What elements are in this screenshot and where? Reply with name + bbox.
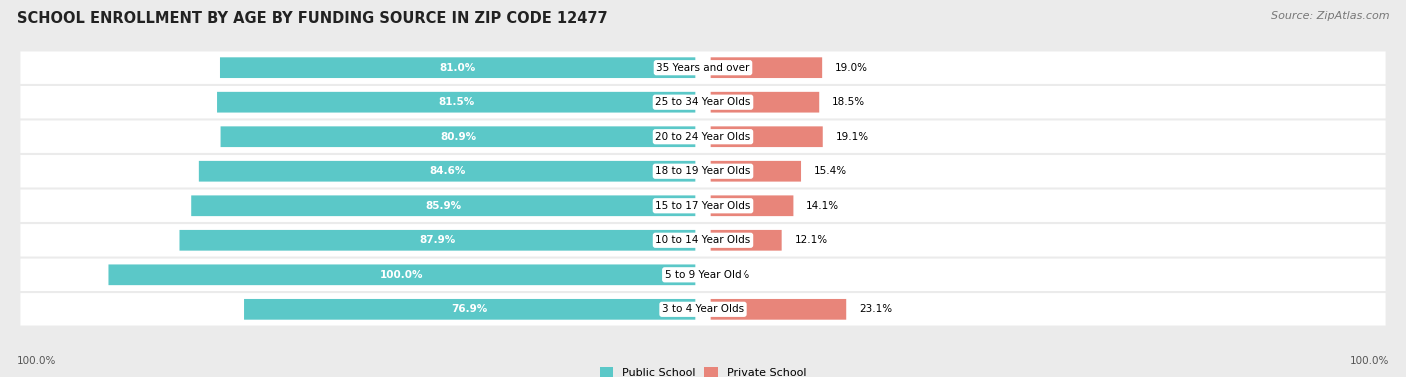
Text: 81.5%: 81.5% [439, 97, 474, 107]
FancyBboxPatch shape [180, 230, 696, 251]
FancyBboxPatch shape [21, 224, 1385, 256]
FancyBboxPatch shape [710, 126, 823, 147]
Text: 19.1%: 19.1% [835, 132, 869, 142]
Text: 25 to 34 Year Olds: 25 to 34 Year Olds [655, 97, 751, 107]
Text: 15.4%: 15.4% [814, 166, 846, 176]
Text: 81.0%: 81.0% [440, 63, 475, 73]
FancyBboxPatch shape [245, 299, 696, 320]
Text: Source: ZipAtlas.com: Source: ZipAtlas.com [1271, 11, 1389, 21]
FancyBboxPatch shape [710, 230, 782, 251]
Text: 23.1%: 23.1% [859, 304, 891, 314]
Text: 10 to 14 Year Olds: 10 to 14 Year Olds [655, 235, 751, 245]
FancyBboxPatch shape [710, 57, 823, 78]
Text: 35 Years and over: 35 Years and over [657, 63, 749, 73]
FancyBboxPatch shape [198, 161, 696, 182]
FancyBboxPatch shape [21, 293, 1385, 326]
Text: 0.0%: 0.0% [724, 270, 749, 280]
Text: 5 to 9 Year Old: 5 to 9 Year Old [665, 270, 741, 280]
FancyBboxPatch shape [217, 92, 696, 113]
FancyBboxPatch shape [108, 264, 696, 285]
Text: 76.9%: 76.9% [451, 304, 488, 314]
FancyBboxPatch shape [21, 155, 1385, 187]
FancyBboxPatch shape [21, 190, 1385, 222]
FancyBboxPatch shape [710, 161, 801, 182]
Text: 84.6%: 84.6% [429, 166, 465, 176]
FancyBboxPatch shape [21, 259, 1385, 291]
Text: SCHOOL ENROLLMENT BY AGE BY FUNDING SOURCE IN ZIP CODE 12477: SCHOOL ENROLLMENT BY AGE BY FUNDING SOUR… [17, 11, 607, 26]
Text: 87.9%: 87.9% [419, 235, 456, 245]
Text: 20 to 24 Year Olds: 20 to 24 Year Olds [655, 132, 751, 142]
Text: 14.1%: 14.1% [806, 201, 839, 211]
Legend: Public School, Private School: Public School, Private School [600, 367, 806, 377]
FancyBboxPatch shape [21, 86, 1385, 118]
FancyBboxPatch shape [191, 195, 696, 216]
Text: 12.1%: 12.1% [794, 235, 828, 245]
Text: 80.9%: 80.9% [440, 132, 477, 142]
FancyBboxPatch shape [21, 51, 1385, 84]
FancyBboxPatch shape [221, 126, 696, 147]
FancyBboxPatch shape [219, 57, 696, 78]
Text: 100.0%: 100.0% [17, 356, 56, 366]
Text: 100.0%: 100.0% [1350, 356, 1389, 366]
FancyBboxPatch shape [21, 121, 1385, 153]
Text: 3 to 4 Year Olds: 3 to 4 Year Olds [662, 304, 744, 314]
Text: 85.9%: 85.9% [425, 201, 461, 211]
Text: 18.5%: 18.5% [832, 97, 865, 107]
Text: 15 to 17 Year Olds: 15 to 17 Year Olds [655, 201, 751, 211]
FancyBboxPatch shape [710, 92, 820, 113]
Text: 19.0%: 19.0% [835, 63, 868, 73]
FancyBboxPatch shape [710, 299, 846, 320]
Text: 100.0%: 100.0% [380, 270, 423, 280]
FancyBboxPatch shape [710, 195, 793, 216]
Text: 18 to 19 Year Olds: 18 to 19 Year Olds [655, 166, 751, 176]
